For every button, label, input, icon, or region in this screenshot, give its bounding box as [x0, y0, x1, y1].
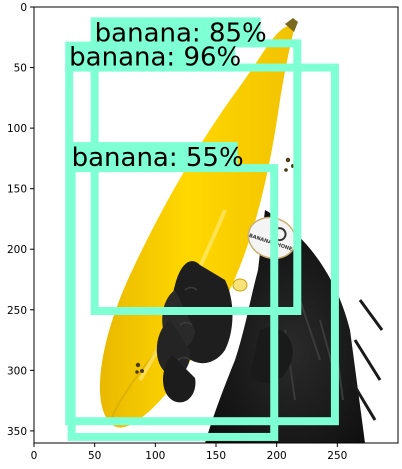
y-tick-label: 150 — [7, 184, 27, 196]
y-tick-label: 50 — [14, 63, 27, 75]
x-tick-label: 50 — [88, 450, 101, 462]
y-tick-label: 100 — [7, 123, 27, 135]
y-tick-label: 250 — [7, 305, 27, 317]
x-axis: 0 50 100 150 200 250 — [31, 443, 347, 462]
y-tick-label: 350 — [7, 426, 27, 438]
detection-label-bg-2 — [65, 41, 236, 72]
x-tick-label: 100 — [145, 450, 165, 462]
detection-boxes: banana: 85%banana: 96%banana: 55% — [65, 17, 339, 441]
detection-label-2: banana: 96% — [69, 43, 241, 73]
detection-label-3: banana: 55% — [72, 143, 244, 173]
y-tick-label: 0 — [20, 2, 27, 14]
y-axis: 0 50 100 150 200 250 300 350 — [7, 2, 34, 438]
x-tick-label: 0 — [31, 450, 38, 462]
x-tick-label: 150 — [206, 450, 226, 462]
y-tick-label: 200 — [7, 244, 27, 256]
banana-phone-sticker: BANANA PHONE — [247, 216, 297, 260]
detection-label-bg-3 — [67, 142, 238, 173]
x-tick-label: 200 — [267, 450, 287, 462]
x-tick-label: 250 — [327, 450, 347, 462]
y-tick-label: 300 — [7, 365, 27, 377]
